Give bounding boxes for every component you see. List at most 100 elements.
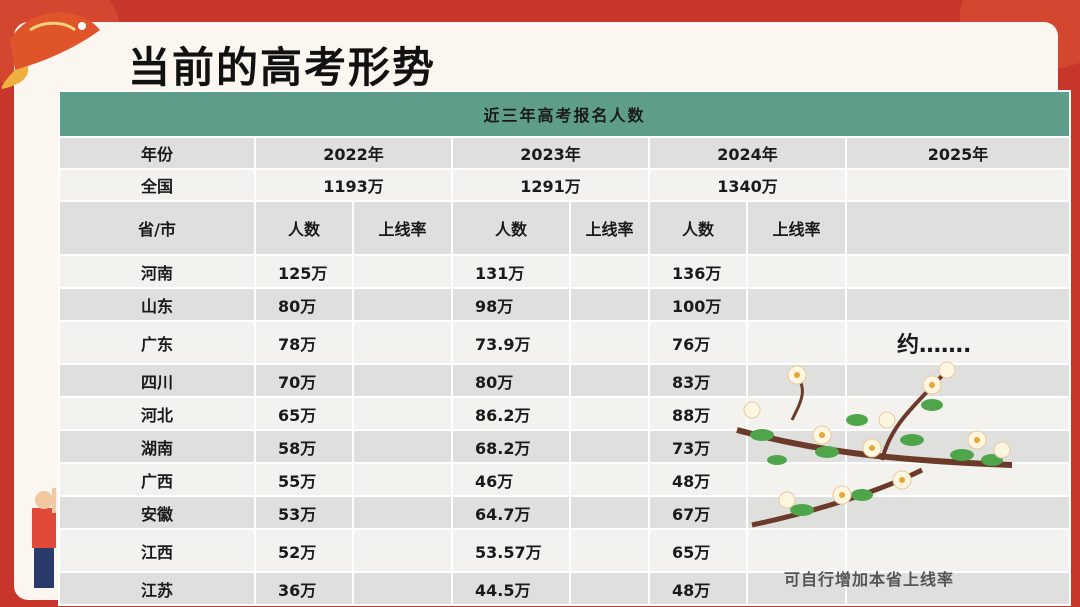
count-cell: 68.2万 xyxy=(451,429,571,464)
rate-header: 上线率 xyxy=(352,200,453,256)
table-row: 广东 78万 73.9万 76万 约……. xyxy=(58,320,1072,365)
count-cell: 53万 xyxy=(254,495,354,530)
count-cell: 58万 xyxy=(254,429,354,464)
count-header: 人数 xyxy=(254,200,354,256)
count-cell: 98万 xyxy=(451,287,571,322)
count-cell: 70万 xyxy=(254,363,354,398)
rate-cell xyxy=(352,254,453,289)
nation-2025 xyxy=(844,168,1072,202)
count-cell: 73.9万 xyxy=(451,320,571,365)
count-cell: 53.57万 xyxy=(451,528,571,573)
table-row: 湖南 58万 68.2万 73万 xyxy=(58,429,1072,464)
count-cell: 80万 xyxy=(254,287,354,322)
year-2025: 2025年 xyxy=(844,136,1072,170)
count-cell: 55万 xyxy=(254,462,354,497)
year-2022: 2022年 xyxy=(254,136,453,170)
rate-cell xyxy=(352,396,453,431)
count-cell: 131万 xyxy=(451,254,571,289)
table-header: 近三年高考报名人数 xyxy=(57,90,1072,138)
rate-cell xyxy=(569,462,650,497)
count-cell: 65万 xyxy=(648,528,748,573)
count-cell: 83万 xyxy=(648,363,748,398)
rate-cell xyxy=(569,320,650,365)
table-row: 山东 80万 98万 100万 xyxy=(58,287,1072,322)
nation-2023: 1291万 xyxy=(451,168,650,202)
rate-cell xyxy=(569,495,650,530)
rate-cell xyxy=(746,462,847,497)
y2025-cell xyxy=(844,495,1072,530)
rate-cell xyxy=(746,528,847,573)
nation-label: 全国 xyxy=(58,168,256,202)
rate-cell xyxy=(746,287,847,322)
rate-cell xyxy=(746,254,847,289)
y2025-cell xyxy=(844,528,1072,573)
rate-cell xyxy=(569,396,650,431)
region-cell: 湖南 xyxy=(58,429,256,464)
rate-header: 上线率 xyxy=(569,200,650,256)
region-cell: 山东 xyxy=(58,287,256,322)
count-cell: 64.7万 xyxy=(451,495,571,530)
rate-header: 上线率 xyxy=(746,200,847,256)
count-header: 人数 xyxy=(451,200,571,256)
table-row: 广西 55万 46万 48万 xyxy=(58,462,1072,497)
rate-cell xyxy=(746,320,847,365)
count-cell: 46万 xyxy=(451,462,571,497)
region-cell: 广西 xyxy=(58,462,256,497)
rate-cell xyxy=(352,528,453,573)
y2025-cell: 约……. xyxy=(844,320,1072,365)
nation-2024: 1340万 xyxy=(648,168,847,202)
count-cell: 36万 xyxy=(254,571,354,606)
count-cell: 44.5万 xyxy=(451,571,571,606)
rate-cell xyxy=(352,495,453,530)
count-cell: 100万 xyxy=(648,287,748,322)
rate-cell xyxy=(352,571,453,606)
count-header: 人数 xyxy=(648,200,748,256)
count-cell: 86.2万 xyxy=(451,396,571,431)
y2025-cell xyxy=(844,571,1072,606)
table-body: 河南 125万 131万 136万 山东 80万 98万 100万 广东 78万 73.9万 76万约… xyxy=(58,254,1072,606)
nation-2022: 1193万 xyxy=(254,168,453,202)
count-cell: 67万 xyxy=(648,495,748,530)
rate-cell xyxy=(569,528,650,573)
count-cell: 65万 xyxy=(254,396,354,431)
table-row: 河南 125万 131万 136万 xyxy=(58,254,1072,289)
rate-cell xyxy=(352,287,453,322)
empty-cell xyxy=(844,200,1072,256)
count-cell: 48万 xyxy=(648,571,748,606)
region-header: 省/市 xyxy=(58,200,256,256)
rate-cell xyxy=(352,462,453,497)
table-row: 四川 70万 80万 83万 xyxy=(58,363,1072,398)
year-label: 年份 xyxy=(58,136,256,170)
table-row: 江西 52万 53.57万 65万 xyxy=(58,528,1072,573)
region-cell: 江西 xyxy=(58,528,256,573)
year-2023: 2023年 xyxy=(451,136,650,170)
rate-cell xyxy=(352,429,453,464)
rate-cell xyxy=(352,320,453,365)
y2025-cell xyxy=(844,363,1072,398)
y2025-cell xyxy=(844,254,1072,289)
region-cell: 四川 xyxy=(58,363,256,398)
table-row: 江苏 36万 44.5万 48万 xyxy=(58,571,1072,606)
rate-cell xyxy=(569,429,650,464)
rate-cell xyxy=(569,254,650,289)
region-cell: 河南 xyxy=(58,254,256,289)
region-cell: 广东 xyxy=(58,320,256,365)
rate-note: 可自行增加本省上线率 xyxy=(784,570,955,589)
count-cell: 76万 xyxy=(648,320,748,365)
rate-cell xyxy=(352,363,453,398)
count-cell: 48万 xyxy=(648,462,748,497)
rate-cell xyxy=(569,287,650,322)
koi-fish-icon xyxy=(1,12,100,89)
count-cell: 88万 xyxy=(648,396,748,431)
region-cell: 江苏 xyxy=(58,571,256,606)
count-cell: 78万 xyxy=(254,320,354,365)
rate-cell xyxy=(569,363,650,398)
rate-cell xyxy=(569,571,650,606)
rate-cell xyxy=(746,571,847,606)
year-2024: 2024年 xyxy=(648,136,847,170)
region-cell: 河北 xyxy=(58,396,256,431)
count-cell: 136万 xyxy=(648,254,748,289)
page-title: 当前的高考形势 xyxy=(128,43,437,92)
table-row: 安徽 53万 64.7万 67万 xyxy=(58,495,1072,530)
exam-registration-table: 近三年高考报名人数 年份 2022年 2023年 2024年 2025年 全国 … xyxy=(57,90,1072,606)
